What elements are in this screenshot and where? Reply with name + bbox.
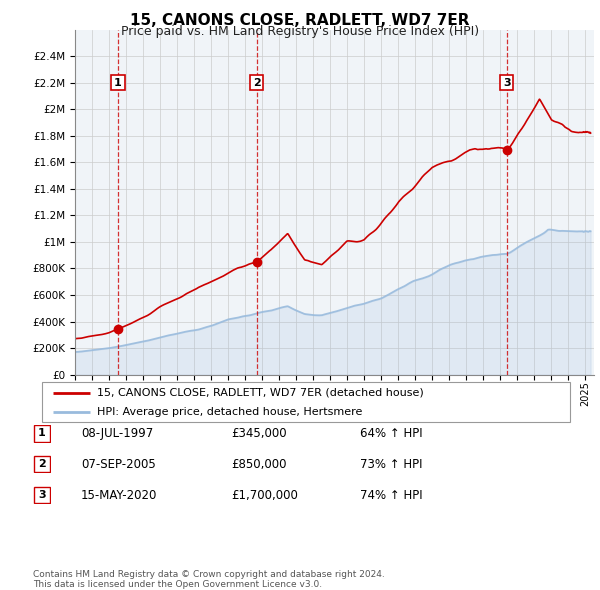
- Text: £1,700,000: £1,700,000: [231, 489, 298, 502]
- Text: 3: 3: [38, 490, 46, 500]
- Text: Contains HM Land Registry data © Crown copyright and database right 2024.: Contains HM Land Registry data © Crown c…: [33, 570, 385, 579]
- Text: 2: 2: [253, 78, 260, 87]
- Text: 07-SEP-2005: 07-SEP-2005: [81, 458, 156, 471]
- Text: 64% ↑ HPI: 64% ↑ HPI: [360, 427, 422, 440]
- Text: 73% ↑ HPI: 73% ↑ HPI: [360, 458, 422, 471]
- Text: 15, CANONS CLOSE, RADLETT, WD7 7ER: 15, CANONS CLOSE, RADLETT, WD7 7ER: [130, 13, 470, 28]
- Text: 1: 1: [114, 78, 122, 87]
- Text: 74% ↑ HPI: 74% ↑ HPI: [360, 489, 422, 502]
- Text: 08-JUL-1997: 08-JUL-1997: [81, 427, 153, 440]
- Text: Price paid vs. HM Land Registry's House Price Index (HPI): Price paid vs. HM Land Registry's House …: [121, 25, 479, 38]
- Text: HPI: Average price, detached house, Hertsmere: HPI: Average price, detached house, Hert…: [97, 407, 363, 417]
- Text: 2: 2: [38, 459, 46, 469]
- Text: 3: 3: [503, 78, 511, 87]
- Text: £345,000: £345,000: [231, 427, 287, 440]
- Text: £850,000: £850,000: [231, 458, 287, 471]
- Text: 15, CANONS CLOSE, RADLETT, WD7 7ER (detached house): 15, CANONS CLOSE, RADLETT, WD7 7ER (deta…: [97, 388, 424, 398]
- Text: 15-MAY-2020: 15-MAY-2020: [81, 489, 157, 502]
- Text: This data is licensed under the Open Government Licence v3.0.: This data is licensed under the Open Gov…: [33, 579, 322, 589]
- Text: 1: 1: [38, 428, 46, 438]
